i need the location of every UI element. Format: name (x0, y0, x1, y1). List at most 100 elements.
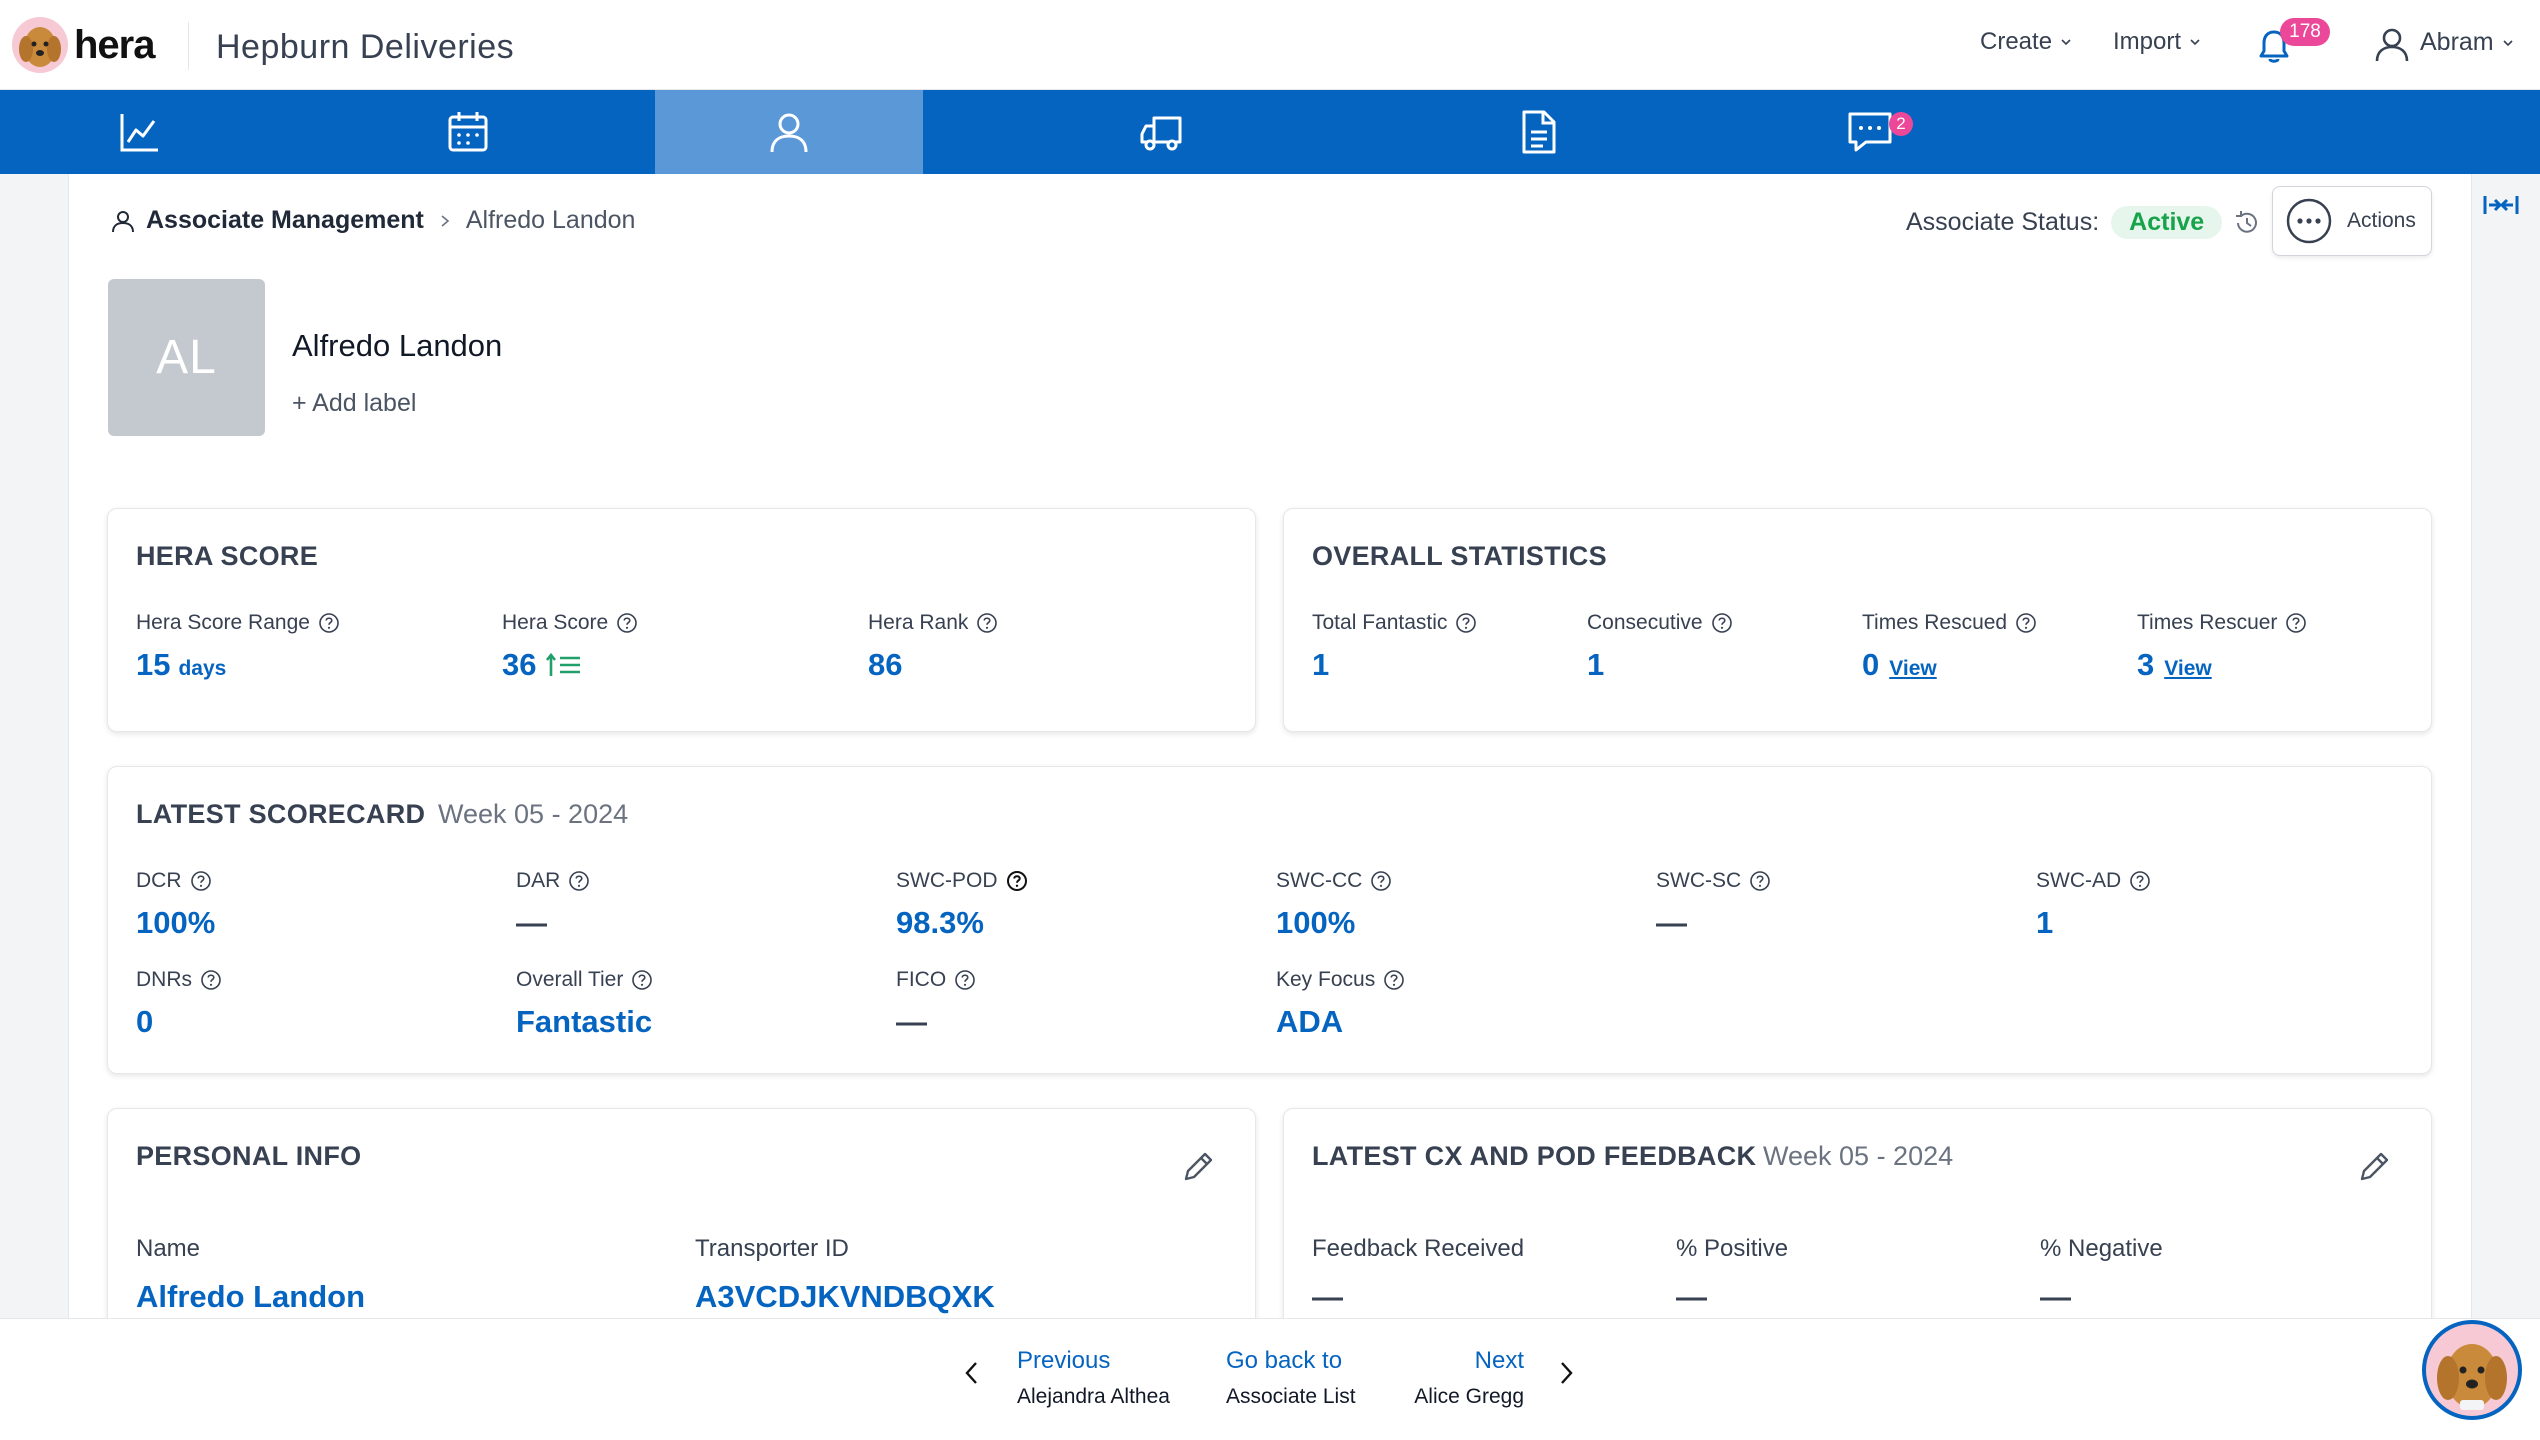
import-label: Import (2113, 28, 2182, 55)
stat-unit: days (178, 657, 227, 680)
stat-value: 1 (2036, 905, 2054, 940)
info-label: % Negative (2040, 1235, 2163, 1262)
stat-value: — (1656, 905, 1687, 940)
stat-hera-rank: Hera Rank 86 (868, 611, 998, 683)
user-menu[interactable]: Abram (2420, 28, 2514, 57)
next-name: Alice Gregg (1414, 1385, 1524, 1408)
stat-value: 86 (868, 647, 903, 682)
help-icon[interactable] (2015, 612, 2037, 634)
latest-scorecard-card: LATEST SCORECARD Week 05 - 2024 DCR 100%… (107, 766, 2432, 1074)
hera-score-card: HERA SCORE Hera Score Range 15 days Hera … (107, 508, 1256, 732)
collapse-panel-icon[interactable] (2480, 190, 2522, 220)
back-label: Go back to (1226, 1347, 1343, 1374)
help-icon[interactable] (568, 870, 590, 892)
previous-associate-link[interactable]: Previous Alejandra Althea (1017, 1347, 1170, 1409)
info-value: — (1676, 1279, 1707, 1314)
stat-times-rescuer: Times Rescuer 3 View (2137, 611, 2307, 683)
stat-value: 36 (502, 647, 537, 682)
status-badge: Active (2111, 206, 2223, 239)
breadcrumb-associate-management[interactable]: Associate Management (146, 206, 424, 234)
help-icon[interactable] (190, 870, 212, 892)
stat-key-focus: Key Focus ADA (1276, 968, 1405, 1040)
document-icon (1522, 110, 1556, 154)
hera-logo[interactable]: hera (12, 14, 155, 76)
chevron-down-icon (2190, 39, 2200, 46)
help-icon[interactable] (1749, 870, 1771, 892)
history-icon[interactable] (2232, 208, 2262, 238)
info-value: A3VCDJKVNDBQXK (695, 1279, 995, 1314)
create-menu[interactable]: Create (1980, 28, 2072, 56)
chevron-down-icon (2061, 39, 2071, 46)
help-icon[interactable] (2129, 870, 2151, 892)
support-chat-button[interactable] (2422, 1320, 2522, 1420)
stat-label: Overall Tier (516, 968, 624, 991)
card-title: PERSONAL INFO (136, 1141, 362, 1171)
stat-value: 100% (136, 905, 216, 940)
stat-label: SWC-SC (1656, 869, 1742, 892)
tab-vehicles[interactable] (923, 90, 1401, 174)
help-icon[interactable] (976, 612, 998, 634)
help-icon[interactable] (1711, 612, 1733, 634)
help-icon[interactable] (1455, 612, 1477, 634)
tab-calendar[interactable] (280, 90, 655, 174)
info-value: Alfredo Landon (136, 1279, 366, 1314)
associate-name: Alfredo Landon (292, 328, 503, 363)
stat-label: Hera Score (502, 611, 609, 634)
back-target: Associate List (1226, 1385, 1356, 1408)
info-value: — (1312, 1279, 1343, 1314)
chevron-right-icon[interactable] (1554, 1357, 1578, 1389)
footer-pager: Previous Alejandra Althea Go back to Ass… (0, 1318, 2540, 1440)
info-label: Transporter ID (695, 1235, 849, 1262)
stat-label: Times Rescuer (2137, 611, 2278, 634)
user-icon (112, 210, 134, 232)
user-avatar-icon[interactable] (2372, 24, 2412, 64)
info-value: — (2040, 1279, 2071, 1314)
stat-swc-cc: SWC-CC 100% (1276, 869, 1392, 941)
more-options-icon (2286, 198, 2332, 244)
help-icon[interactable] (2285, 612, 2307, 634)
card-title: HERA SCORE (136, 541, 319, 571)
help-icon[interactable] (631, 969, 653, 991)
view-rescuer-link[interactable]: View (2164, 657, 2212, 680)
dog-logo-icon (12, 17, 68, 73)
stat-label: Key Focus (1276, 968, 1376, 991)
stat-label: DNRs (136, 968, 192, 991)
help-icon[interactable] (1006, 870, 1028, 892)
stat-swc-sc: SWC-SC — (1656, 869, 1771, 941)
chevron-left-icon[interactable] (960, 1357, 984, 1389)
edit-pencil-icon[interactable] (2354, 1147, 2394, 1187)
info-label: Name (136, 1235, 201, 1262)
stat-label: Total Fantastic (1312, 611, 1448, 634)
help-icon[interactable] (954, 969, 976, 991)
tab-documents[interactable] (1401, 90, 1675, 174)
overall-statistics-card: OVERALL STATISTICS Total Fantastic 1 Con… (1283, 508, 2432, 732)
tab-associates[interactable] (655, 90, 923, 174)
add-label-button[interactable]: + Add label (292, 389, 417, 417)
stat-dnrs: DNRs 0 (136, 968, 222, 1040)
help-icon[interactable] (616, 612, 638, 634)
help-icon[interactable] (200, 969, 222, 991)
help-icon[interactable] (318, 612, 340, 634)
help-icon[interactable] (1383, 969, 1405, 991)
associate-status: Associate Status: Active (1906, 206, 2262, 239)
stat-value: 98.3% (896, 905, 984, 940)
stat-dcr: DCR 100% (136, 869, 215, 941)
scorecard-week: Week 05 - 2024 (438, 799, 629, 829)
next-associate-link[interactable]: Next Alice Gregg (1412, 1347, 1524, 1409)
info-transporter-id: Transporter ID A3VCDJKVNDBQXK (695, 1235, 995, 1315)
tab-messages[interactable]: 2 (1675, 90, 2065, 174)
previous-name: Alejandra Althea (1017, 1385, 1170, 1408)
tab-analytics[interactable] (0, 90, 280, 174)
back-to-list-link[interactable]: Go back to Associate List (1226, 1347, 1356, 1409)
info-label: % Positive (1676, 1235, 1789, 1262)
actions-button[interactable]: Actions (2272, 186, 2432, 256)
view-rescued-link[interactable]: View (1889, 657, 1937, 680)
info-percent-negative: % Negative — (2040, 1235, 2163, 1315)
stat-label: FICO (896, 968, 947, 991)
help-icon[interactable] (1370, 870, 1392, 892)
import-menu[interactable]: Import (2113, 28, 2201, 56)
header-divider (188, 22, 189, 70)
edit-pencil-icon[interactable] (1178, 1147, 1218, 1187)
feedback-week: Week 05 - 2024 (1763, 1141, 1954, 1171)
chat-icon (1848, 112, 1892, 152)
